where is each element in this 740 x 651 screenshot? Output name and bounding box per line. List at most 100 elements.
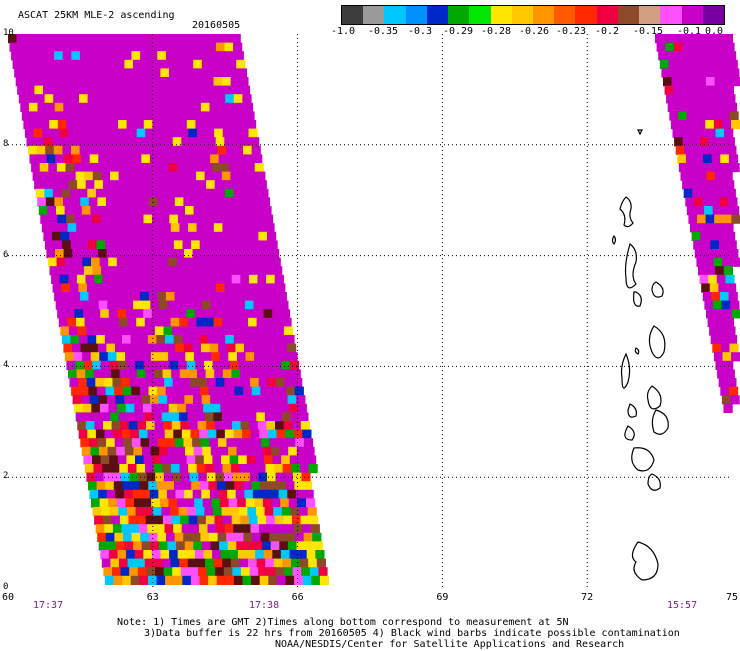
- swath-cell: [34, 180, 44, 190]
- swath-cell: [682, 42, 692, 52]
- swath-cell: [132, 249, 142, 259]
- swath-cell: [225, 335, 235, 345]
- swath-cell: [155, 472, 165, 482]
- swath-cell: [127, 507, 137, 517]
- swath-cell: [68, 274, 78, 284]
- swath-cell: [210, 154, 220, 164]
- swath-cell: [249, 180, 259, 190]
- swath-cell: [177, 550, 187, 560]
- swath-cell: [77, 85, 87, 95]
- swath-cell: [122, 386, 132, 396]
- swath-cell: [132, 102, 142, 112]
- swath-cell: [41, 171, 51, 181]
- swath-cell: [195, 360, 205, 370]
- swath-cell: [95, 283, 105, 293]
- swath-cell: [193, 59, 203, 69]
- swath-cell: [169, 68, 179, 78]
- swath-cell: [288, 498, 298, 508]
- swath-cell: [706, 309, 716, 319]
- swath-cell: [206, 472, 216, 482]
- swath-cell: [110, 412, 120, 422]
- swath-cell: [207, 188, 217, 198]
- swath-cell: [709, 94, 719, 104]
- swath-cell: [86, 472, 96, 482]
- swath-cell: [712, 343, 722, 353]
- swath-cell: [125, 403, 135, 413]
- swath-cell: [206, 326, 216, 336]
- swath-cell: [138, 283, 148, 293]
- swath-cell: [702, 197, 712, 207]
- swath-cell: [35, 188, 45, 198]
- swath-cell: [191, 386, 201, 396]
- swath-cell: [247, 360, 257, 370]
- swath-cell: [267, 231, 277, 241]
- swath-cell: [152, 214, 162, 224]
- swath-cell: [194, 403, 204, 413]
- swath-cell: [54, 51, 64, 61]
- swath-cell: [253, 395, 263, 405]
- swath-cell: [210, 446, 220, 456]
- swath-cell: [237, 68, 247, 78]
- swath-cell: [103, 326, 113, 336]
- swath-cell: [69, 42, 79, 52]
- swath-cell: [701, 240, 711, 250]
- swath-cell: [83, 266, 94, 276]
- scale-swatch: [660, 6, 682, 24]
- swath-cell: [238, 120, 248, 130]
- swath-cell: [706, 77, 716, 87]
- swath-cell: [157, 438, 167, 448]
- swath-cell: [298, 550, 308, 560]
- swath-cell: [121, 524, 131, 534]
- swath-cell: [61, 335, 71, 345]
- swath-cell: [67, 171, 77, 181]
- swath-cell: [221, 455, 231, 465]
- swath-cell: [52, 42, 62, 52]
- swath-cell: [213, 317, 223, 327]
- lon-tick-label: 66: [291, 592, 304, 603]
- swath-cell: [43, 85, 53, 95]
- swath-cell: [238, 266, 248, 276]
- swath-cell: [238, 360, 248, 370]
- swath-cell: [246, 163, 256, 173]
- swath-cell: [230, 171, 240, 181]
- swath-cell: [100, 550, 110, 560]
- swath-cell: [315, 550, 325, 560]
- swath-cell: [720, 249, 730, 259]
- swath-cell: [276, 429, 286, 439]
- map-title: ASCAT 25KM MLE-2 ascending: [18, 10, 175, 21]
- swath-cell: [655, 34, 665, 44]
- swath-cell: [83, 455, 93, 465]
- swath-cell: [202, 206, 212, 216]
- swath-cell: [186, 120, 196, 130]
- swath-cell: [257, 515, 267, 525]
- swath-cell: [163, 180, 173, 190]
- swath-cell: [98, 300, 108, 310]
- swath-cell: [306, 550, 316, 560]
- swath-cell: [109, 214, 119, 224]
- swath-cell: [47, 111, 57, 121]
- swath-cell: [714, 77, 724, 87]
- swath-cell: [94, 421, 104, 431]
- swath-cell: [192, 154, 203, 164]
- swath-cell: [21, 111, 31, 121]
- swath-cell: [720, 386, 730, 396]
- swath-cell: [68, 34, 78, 44]
- swath-cell: [189, 567, 199, 577]
- swath-cell: [78, 429, 88, 439]
- scale-swatch: [384, 6, 406, 24]
- swath-cell: [130, 94, 140, 104]
- swath-cell: [225, 386, 236, 396]
- swath-cell: [106, 197, 116, 207]
- scale-label: -0.35: [367, 26, 399, 37]
- swath-cell: [106, 154, 117, 164]
- scale-swatch: [490, 6, 512, 24]
- swath-cell: [287, 343, 297, 353]
- swath-cell: [105, 386, 115, 396]
- swath-cell: [162, 369, 172, 379]
- swath-cell: [28, 102, 39, 112]
- swath-cell: [114, 292, 124, 302]
- swath-cell: [244, 541, 255, 551]
- swath-cell: [196, 558, 206, 568]
- swath-cell: [727, 240, 737, 250]
- swath-cell: [36, 51, 47, 61]
